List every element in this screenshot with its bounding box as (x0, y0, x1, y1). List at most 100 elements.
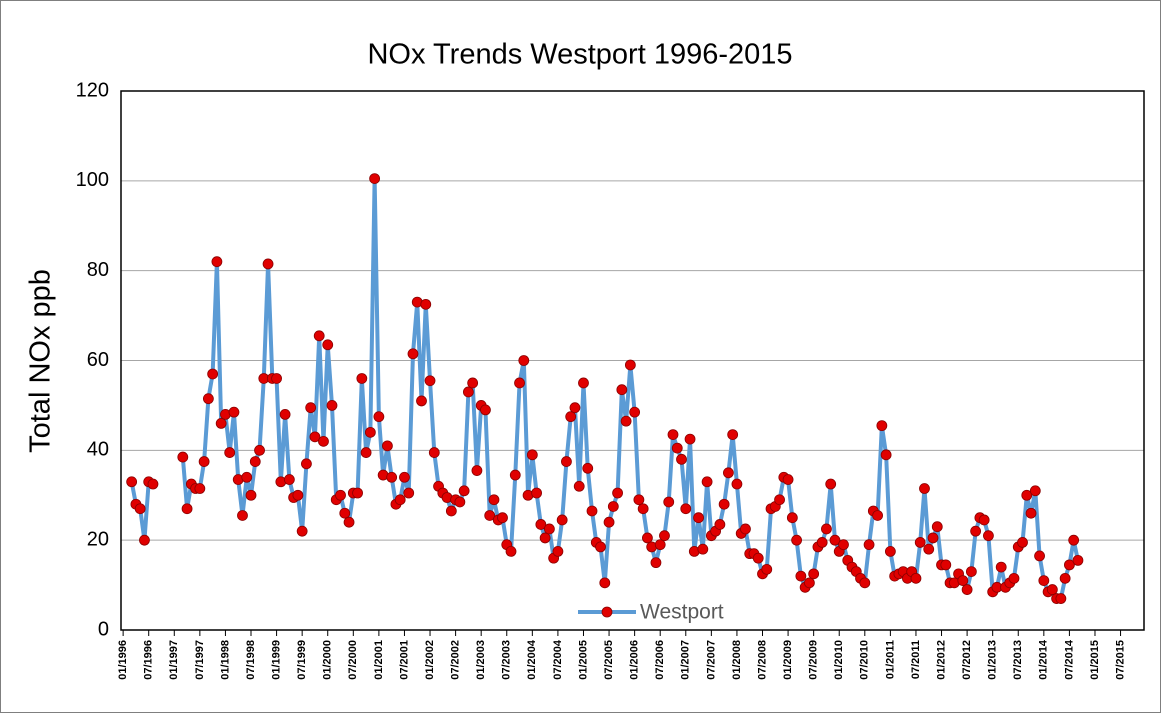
data-point (386, 471, 398, 483)
x-tick-label: 07/2004 (552, 639, 564, 680)
data-point (147, 478, 159, 490)
x-tick-label: 07/1999 (296, 640, 308, 680)
x-tick-label: 01/1997 (168, 640, 180, 680)
y-tick-label: 0 (98, 618, 109, 640)
data-point (1055, 593, 1067, 604)
data-point (1068, 534, 1080, 546)
data-point (207, 368, 219, 380)
x-tick-label: 07/2013 (1012, 640, 1024, 680)
data-point (279, 408, 291, 420)
x-tick-label: 07/2007 (705, 640, 717, 680)
data-point (356, 373, 368, 384)
data-point (786, 512, 798, 524)
data-point (484, 510, 496, 521)
data-point (394, 494, 406, 506)
data-point (556, 514, 568, 526)
data-point (1021, 489, 1033, 501)
data-point (237, 510, 248, 521)
data-point (633, 494, 645, 506)
data-point (586, 505, 598, 517)
x-tick-label: 07/2014 (1063, 639, 1075, 680)
data-point (424, 375, 436, 387)
data-point (573, 480, 585, 492)
data-point (599, 577, 611, 589)
data-point (518, 355, 530, 366)
data-point (727, 429, 739, 441)
data-point (407, 348, 419, 360)
data-point (714, 519, 726, 530)
x-tick-label: 07/2015 (1114, 640, 1126, 680)
data-point (961, 584, 973, 595)
data-point (382, 440, 393, 452)
x-tick-label: 07/2012 (961, 640, 973, 680)
data-point (1025, 507, 1037, 519)
data-point (215, 417, 227, 429)
data-point (838, 539, 849, 551)
data-point (224, 447, 236, 458)
data-point (859, 577, 871, 589)
x-tick-label: 01/2008 (731, 640, 743, 680)
data-point (211, 256, 223, 268)
data-point (194, 483, 206, 494)
data-point (659, 530, 670, 542)
data-point (249, 456, 261, 467)
data-point (693, 512, 704, 524)
data-point (1038, 575, 1050, 586)
data-point (671, 442, 683, 454)
data-point (637, 503, 649, 515)
data-point (561, 456, 572, 467)
data-point (927, 532, 939, 544)
data-point (322, 339, 334, 351)
data-point (254, 444, 265, 456)
data-point (126, 476, 138, 488)
data-point (539, 532, 551, 544)
data-point (791, 534, 803, 546)
data-point (509, 469, 521, 481)
data-point (531, 487, 542, 499)
data-point (616, 384, 628, 396)
data-point (416, 395, 427, 407)
data-point (863, 539, 875, 551)
data-point (1008, 572, 1020, 584)
data-point (134, 503, 146, 515)
data-point (296, 525, 308, 537)
x-tick-label: 07/2000 (347, 640, 359, 680)
data-point (718, 498, 730, 510)
x-tick-label: 01/2003 (475, 640, 487, 680)
data-point (612, 487, 623, 499)
plot-border (120, 90, 1145, 631)
data-point (1072, 554, 1084, 566)
data-point (326, 400, 338, 411)
data-point (271, 373, 282, 384)
data-point (318, 435, 329, 447)
x-tick-label: 01/2001 (373, 640, 385, 680)
data-point (565, 411, 577, 423)
data-point (458, 485, 470, 497)
data-point (543, 523, 555, 535)
data-point (624, 359, 636, 371)
data-point (373, 411, 385, 423)
data-point (1017, 537, 1028, 548)
x-tick-label: 07/2010 (859, 640, 871, 680)
data-point (1034, 550, 1045, 562)
x-tick-label: 01/1996 (117, 640, 129, 680)
x-tick-label: 07/2006 (654, 640, 666, 680)
data-point (940, 559, 952, 571)
data-point (245, 489, 257, 501)
data-point (825, 478, 837, 490)
data-point (428, 447, 440, 458)
data-point (292, 489, 304, 501)
data-point (313, 330, 325, 342)
data-point (697, 543, 709, 555)
data-point (139, 534, 150, 546)
data-point (339, 507, 351, 519)
data-point (701, 476, 713, 488)
data-point (684, 433, 696, 445)
x-tick-label: 07/1998 (245, 640, 257, 680)
data-point (360, 447, 372, 458)
x-tick-label: 01/2004 (526, 639, 538, 680)
x-tick-label: 07/2001 (398, 640, 410, 680)
data-point (228, 406, 240, 418)
data-point (420, 298, 432, 310)
x-tick-label: 07/2002 (450, 640, 462, 680)
